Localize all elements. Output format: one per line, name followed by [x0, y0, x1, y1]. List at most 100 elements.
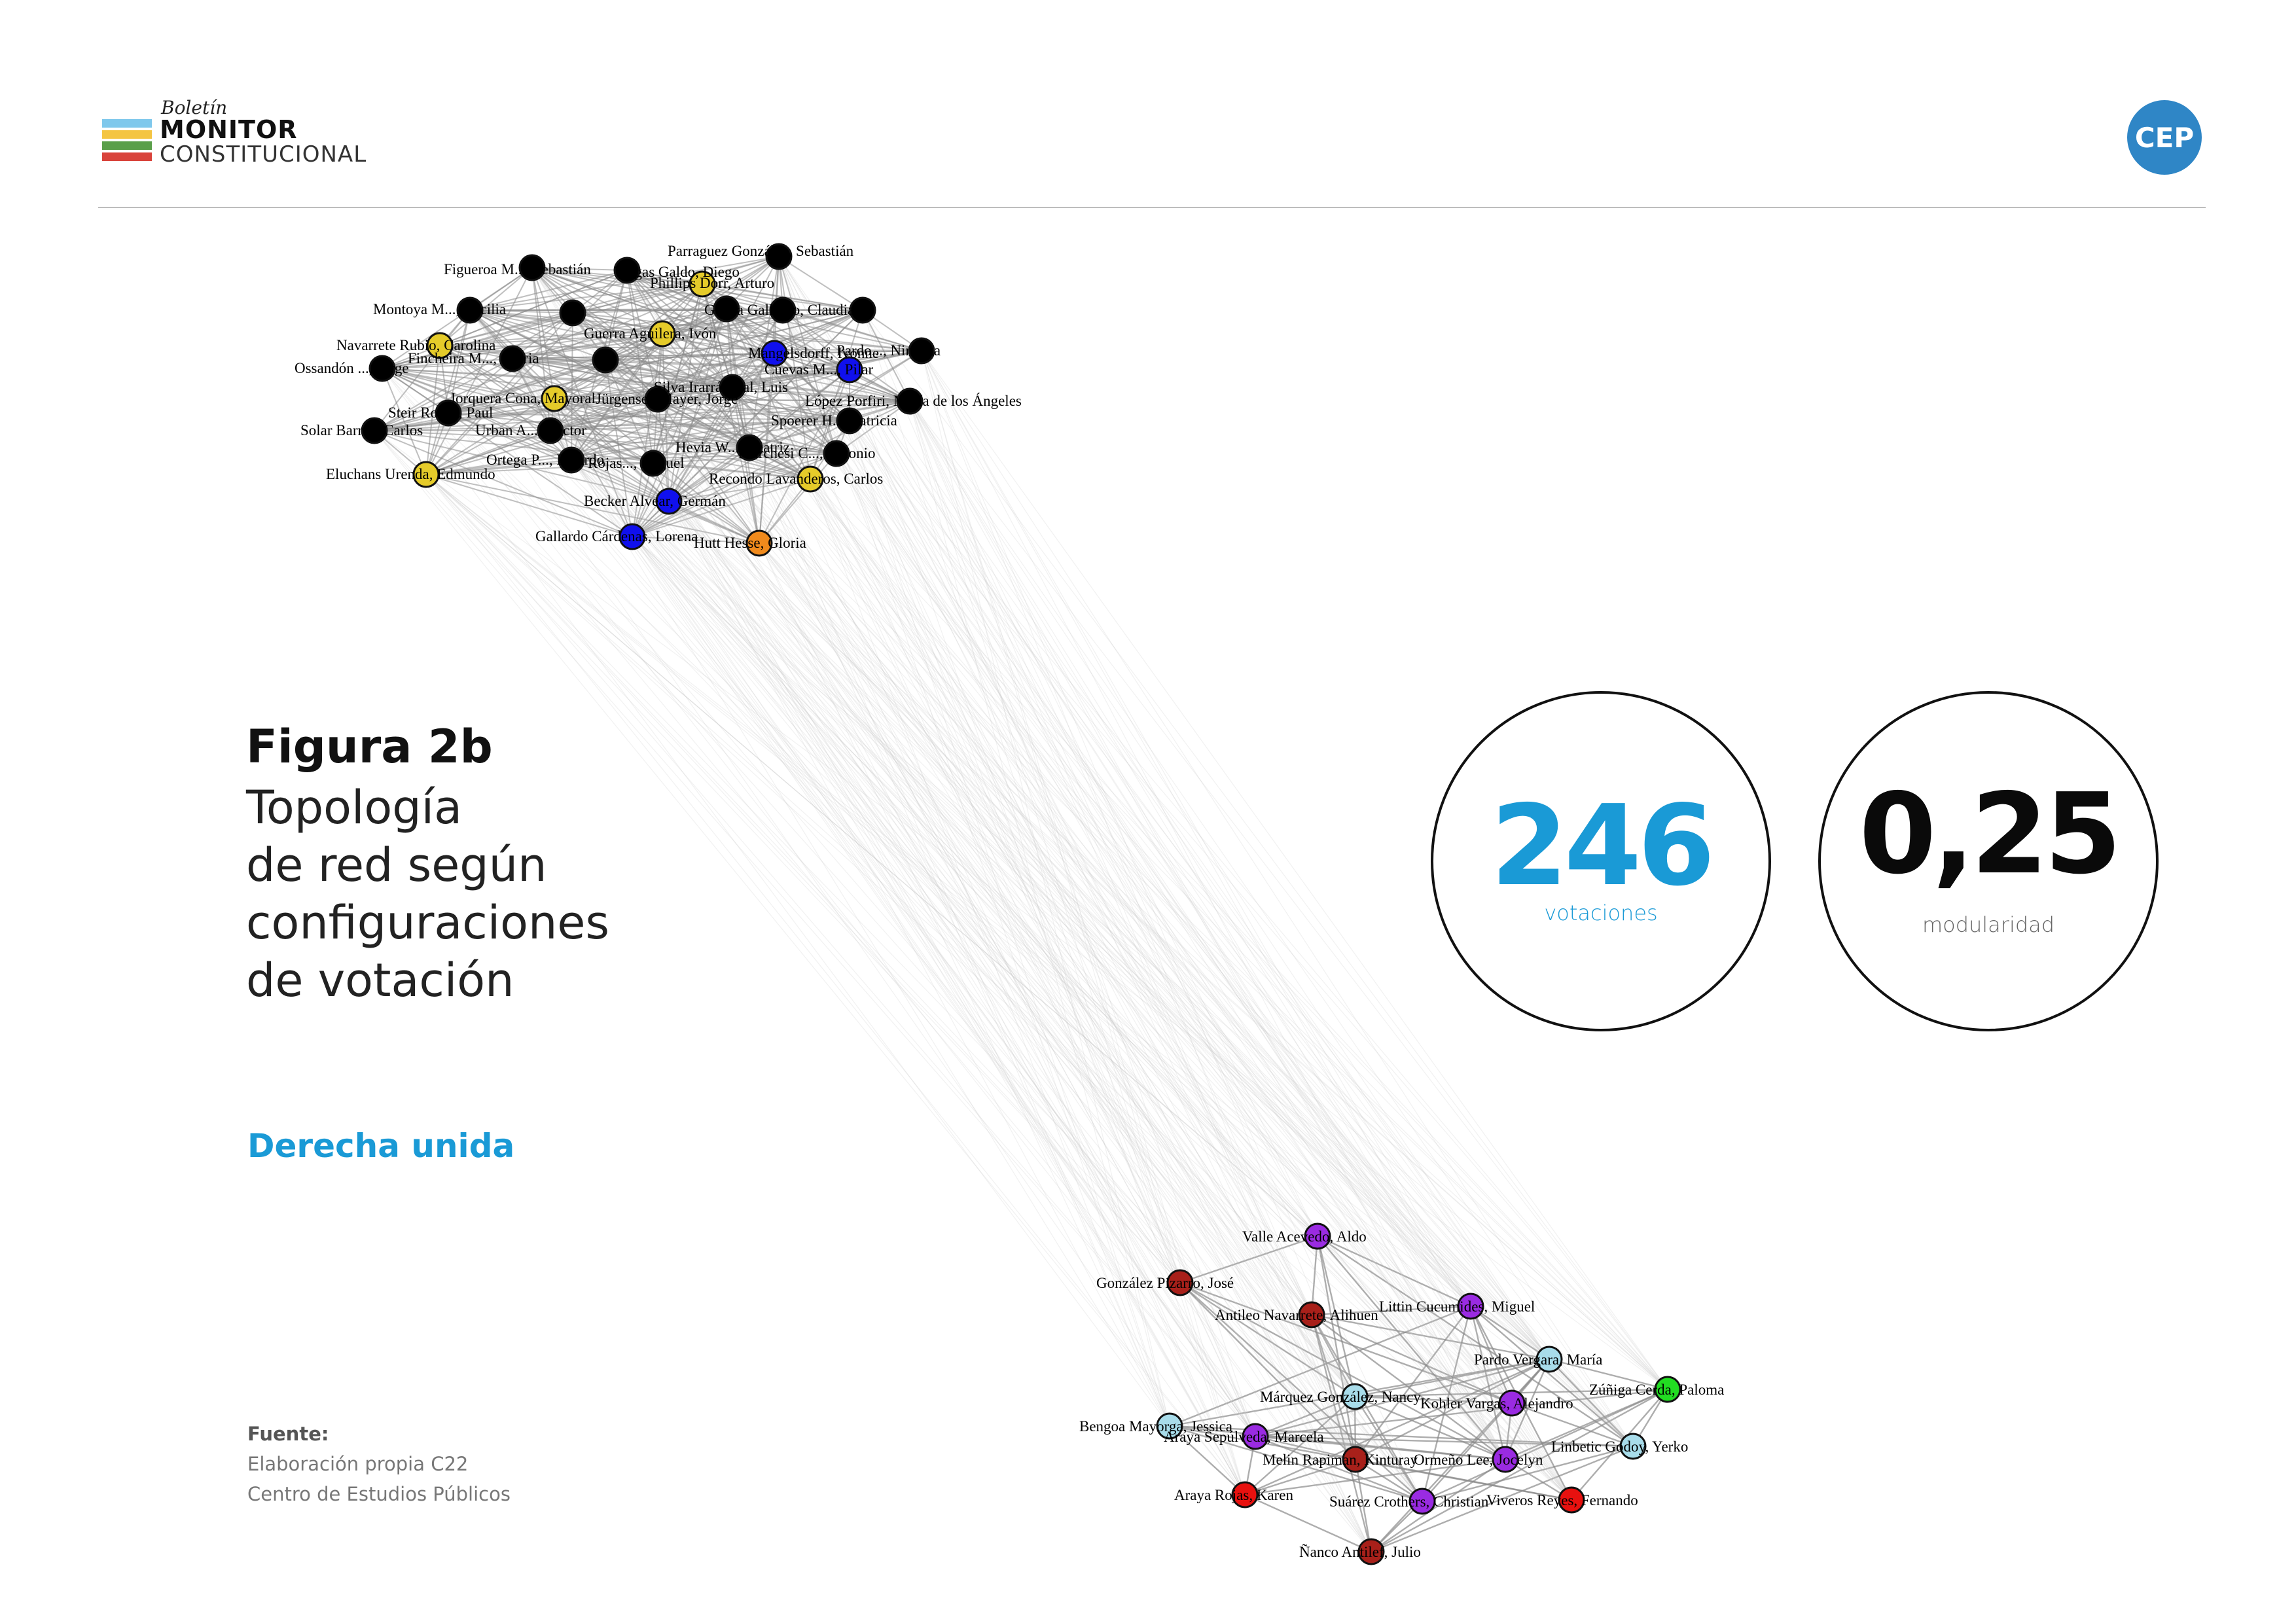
edge-between	[448, 412, 1256, 1437]
edge-top	[425, 453, 837, 475]
edge-between	[778, 256, 1256, 1437]
edge-between	[382, 368, 1572, 1501]
edge-between	[668, 501, 1471, 1307]
edge-top	[550, 430, 811, 480]
edge-top	[550, 387, 733, 431]
edge-between	[732, 387, 1170, 1427]
edge-between	[782, 310, 1550, 1360]
edge-bottom	[1244, 1396, 1355, 1495]
edge-between	[626, 270, 1668, 1390]
edge-between	[572, 312, 1634, 1447]
edge-top	[759, 453, 837, 544]
edge-between	[531, 267, 1506, 1460]
edge-between	[605, 359, 1550, 1360]
edge-between	[921, 350, 1246, 1495]
edge-bottom	[1179, 1282, 1356, 1460]
network-node	[613, 257, 641, 284]
network-node	[1498, 1389, 1526, 1417]
edge-top	[425, 359, 606, 475]
edge-between	[921, 350, 1668, 1390]
node-label: Steir Rocco, Paul	[388, 404, 493, 421]
edge-between	[759, 543, 1355, 1397]
edge-bottom	[1310, 1314, 1357, 1460]
edge-between	[778, 256, 1506, 1460]
edge-between	[782, 310, 1355, 1397]
edge-top	[657, 399, 670, 502]
edge-bottom	[1317, 1235, 1471, 1308]
edge-between	[550, 430, 1634, 1447]
network-node	[456, 296, 484, 324]
edge-bottom	[1244, 1458, 1506, 1496]
edge-bottom	[1169, 1425, 1423, 1503]
edge-top	[374, 358, 513, 431]
edge-top	[774, 310, 863, 354]
node-label: Márquez González, Nancy	[1260, 1389, 1421, 1405]
edge-between	[726, 308, 1256, 1437]
network-node	[713, 295, 740, 323]
edge-bottom	[1371, 1459, 1506, 1552]
edge-between	[668, 501, 1506, 1460]
edge-between	[909, 401, 1572, 1501]
edge-between	[571, 459, 1318, 1237]
node-label: Pardo..., Ninoska	[836, 342, 941, 359]
edge-between	[512, 358, 1506, 1460]
edge-between	[571, 459, 1506, 1460]
edge-bottom	[1311, 1313, 1513, 1404]
votes-label: votaciones	[1544, 901, 1658, 925]
edge-between	[909, 401, 1318, 1237]
edge-between	[862, 310, 1668, 1390]
node-label: Figueroa M..., Sebastián	[444, 261, 591, 277]
edge-between	[668, 501, 1513, 1404]
edge-top	[469, 310, 606, 361]
edge-between	[921, 350, 1634, 1447]
edge-between	[653, 463, 1634, 1447]
edge-between	[382, 368, 1170, 1427]
modularity-label: modularidad	[1922, 912, 2055, 937]
edge-between	[749, 447, 1668, 1390]
node-label: Silva Irarrázaval, Luis	[654, 379, 788, 395]
edge-top	[632, 308, 727, 537]
figure-subtitle-line: Topología	[246, 781, 463, 834]
edge-between	[726, 308, 1372, 1552]
edge-between	[571, 459, 1634, 1447]
node-label: Eluchans Urenda, Edmundo	[326, 466, 495, 482]
node-label: Suárez Crothers, Christian	[1329, 1493, 1489, 1510]
edge-top	[632, 536, 760, 544]
node-label: Gallardo Cárdenas, Lorena	[535, 528, 698, 544]
edge-top	[572, 283, 703, 313]
edge-between	[849, 420, 1668, 1390]
edge-top	[662, 333, 733, 388]
edge-top	[668, 478, 811, 502]
edge-between	[909, 401, 1506, 1460]
edge-bottom	[1549, 1358, 1668, 1391]
edge-between	[849, 420, 1506, 1460]
edge-between	[921, 350, 1181, 1283]
edge-bottom	[1317, 1236, 1506, 1460]
edge-between	[512, 358, 1372, 1552]
edge-between	[571, 459, 1550, 1360]
edge-top	[425, 308, 727, 475]
logo-monitor-text: MONITOR	[160, 115, 298, 144]
edge-top	[469, 310, 775, 354]
edge-top	[382, 310, 783, 369]
edge-top	[862, 310, 910, 402]
edge-bottom	[1244, 1358, 1550, 1496]
monitor-constitucional-logo: Boletín MONITOR CONSTITUCIONAL	[102, 97, 403, 169]
edge-between	[662, 333, 1372, 1552]
logo-stripes-icon	[102, 119, 152, 162]
node-label: Ortega P..., Ricardo	[486, 452, 604, 468]
edge-top	[572, 312, 811, 480]
edge-top	[374, 312, 573, 431]
edge-bottom	[1311, 1313, 1550, 1361]
edge-top	[605, 310, 783, 361]
network-node	[644, 385, 672, 413]
edge-top	[605, 359, 633, 537]
edge-between	[653, 463, 1668, 1390]
modularity-stat-circle: 0,25 modularidad	[1818, 691, 2159, 1031]
network-node	[426, 332, 454, 359]
edge-top	[382, 358, 513, 369]
network-node	[1304, 1222, 1331, 1250]
edge-between	[810, 478, 1506, 1460]
edge-between	[657, 399, 1513, 1404]
